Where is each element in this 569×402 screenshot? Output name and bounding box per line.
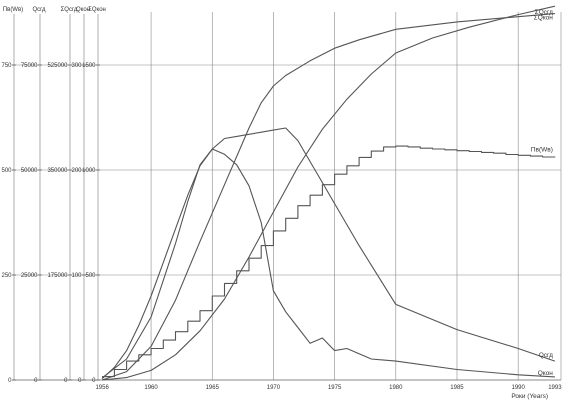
series-line-sqsg — [102, 5, 556, 381]
y-tick-label-sqsg: 350000 — [47, 168, 68, 174]
y-tick-label-qsg: 25000 — [21, 273, 38, 279]
grid — [12, 12, 562, 381]
y-tick-label-sqkon: 1500 — [82, 63, 96, 69]
x-tick-label: 1970 — [267, 385, 281, 391]
y-tick-label-nb: 0 — [8, 378, 12, 384]
y-tick-label-sqsg: 525000 — [47, 63, 68, 69]
y-tick-label-qkon: 200 — [71, 168, 82, 174]
y-tick-label-sqkon: 1000 — [82, 168, 96, 174]
y-tick-label-qkon: 300 — [71, 63, 82, 69]
series-line-qkon — [101, 148, 555, 379]
x-tick-labels: 1956 1960 1965 1970 1975 1980 1985 1990 1993 — [95, 385, 562, 391]
y-axis-title-sqsg: ΣQсгд — [61, 7, 78, 13]
y-axis-title-nb: Пв(Wв) — [3, 7, 23, 13]
y-tick-label-qsg: 75000 — [21, 63, 38, 69]
y-tick-label-qkon: 0 — [78, 378, 82, 384]
y-tick-label-nb: 250 — [1, 273, 12, 279]
series-lines — [101, 5, 556, 381]
y-tick-label-sqkon: 500 — [85, 273, 96, 279]
y-tick-label-sqsg: 0 — [64, 378, 68, 384]
y-axis-title-qsg: Qсгд — [32, 7, 46, 13]
series-line-qsg — [101, 127, 556, 380]
y-axis-title-sqkon: ΣQкон — [88, 7, 106, 13]
x-tick-label: 1990 — [511, 385, 525, 391]
series-label-sqsg: ΣQсгд — [535, 9, 553, 16]
y-tick-label-qkon: 100 — [71, 273, 82, 279]
y-tick-label-nb: 750 — [1, 63, 12, 69]
y-tick-label-nb: 500 — [1, 168, 12, 174]
y-tick-label-qsg: 50000 — [21, 168, 38, 174]
x-tick-label: 1985 — [450, 385, 464, 391]
x-tick-label: 1960 — [144, 385, 158, 391]
x-tick-label: 1975 — [328, 385, 342, 391]
series-line-sqkon — [101, 13, 555, 381]
series-label-qkon: Qкон — [538, 370, 554, 377]
y-tick-label-sqkon: 0 — [92, 378, 96, 384]
x-axis-label: Роки (Years) — [511, 393, 548, 400]
y-tick-label-qsg: 0 — [34, 378, 38, 384]
y-tick-label-sqsg: 175000 — [47, 273, 68, 279]
x-tick-label: 1993 — [548, 385, 562, 391]
x-tick-label: 1965 — [206, 385, 220, 391]
series-line-nb — [102, 145, 556, 378]
x-tick-label: 1956 — [95, 385, 109, 391]
y-axes: Пв(Wв)0250500750Qсгд0250005000075000ΣQсг… — [1, 7, 105, 384]
series-label-nb: Пв(Wв) — [531, 146, 553, 153]
y-axis-title-qkon: Qкон — [76, 7, 90, 13]
series-label-sqkon: ΣQкон — [534, 15, 554, 22]
x-tick-label: 1980 — [389, 385, 403, 391]
series-label-qsg: Qсгд — [539, 352, 553, 359]
